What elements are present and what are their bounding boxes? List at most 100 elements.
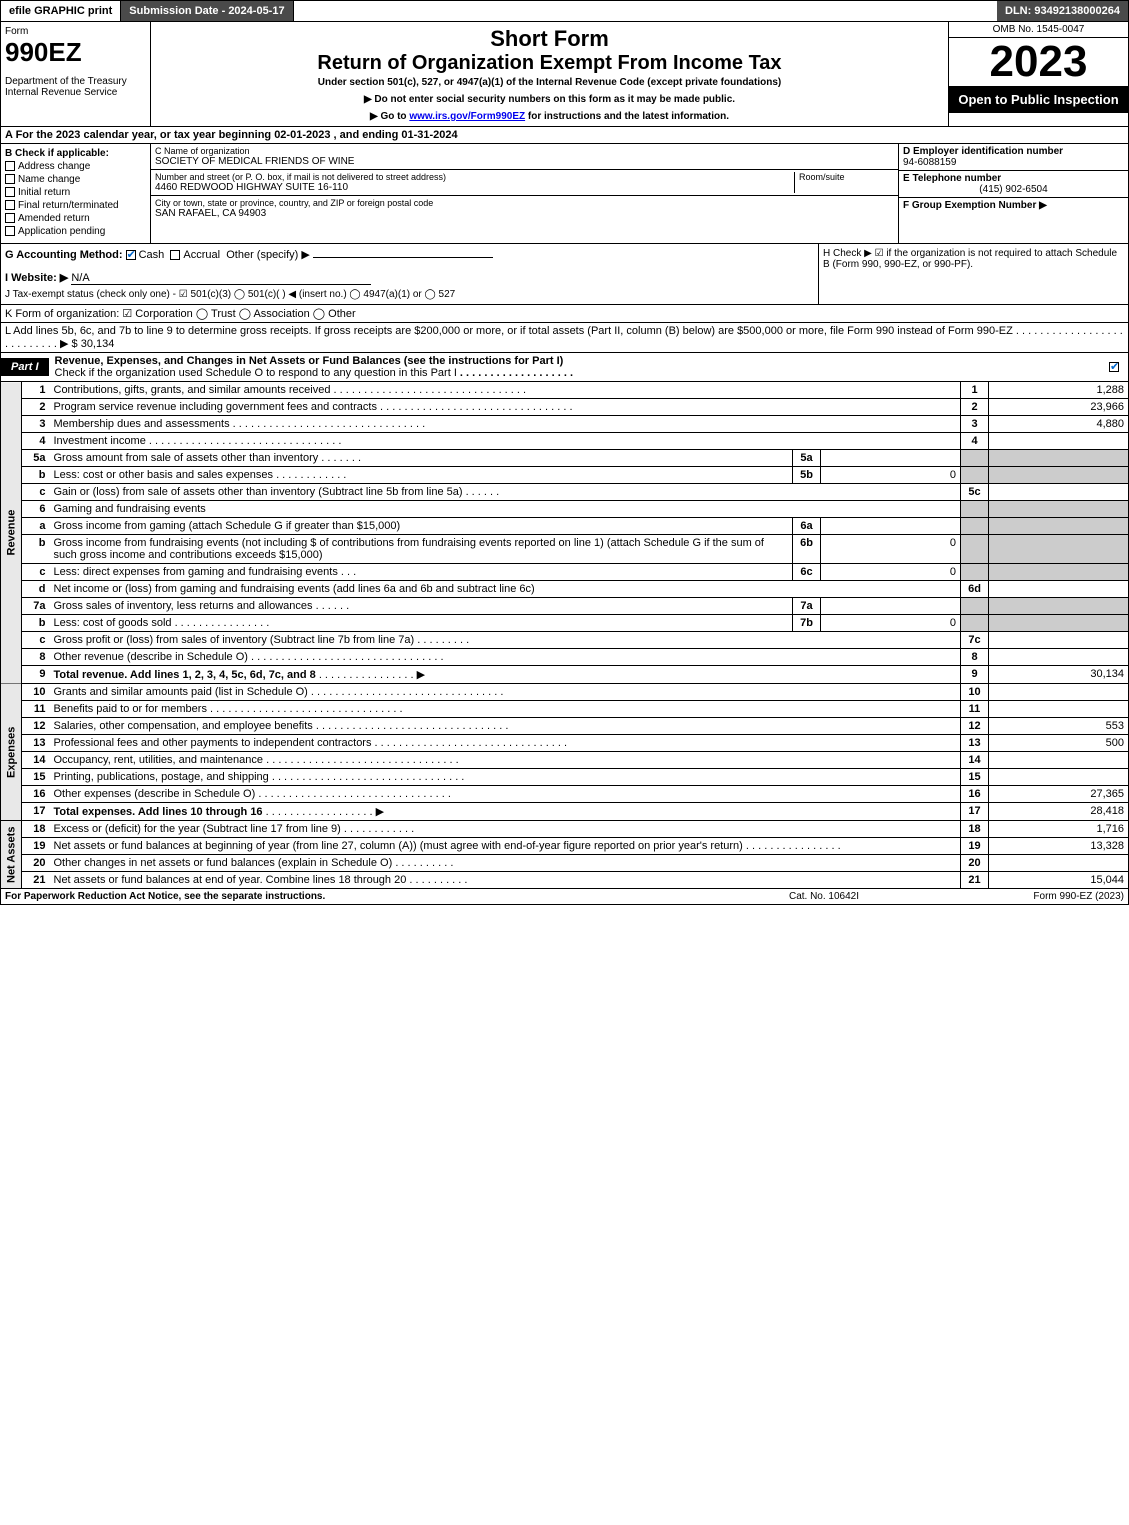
room-label: Room/suite xyxy=(799,172,894,182)
org-city: SAN RAFAEL, CA 94903 xyxy=(155,208,894,219)
top-bar: efile GRAPHIC print Submission Date - 20… xyxy=(0,0,1129,22)
ln-1: 1 xyxy=(22,382,50,399)
part1-checkbox-wrap xyxy=(1103,359,1128,375)
topbar-spacer xyxy=(294,1,997,21)
section-ghij: G Accounting Method: Cash Accrual Other … xyxy=(0,244,1129,305)
desc-18: Excess or (deficit) for the year (Subtra… xyxy=(50,821,961,838)
dln-label: DLN: 93492138000264 xyxy=(997,1,1128,21)
ghij-left: G Accounting Method: Cash Accrual Other … xyxy=(1,244,818,304)
ln-7a: 7a xyxy=(22,598,50,615)
part1-title: Revenue, Expenses, and Changes in Net As… xyxy=(55,355,564,367)
c-addr-block: Number and street (or P. O. box, if mail… xyxy=(151,170,898,196)
nb-6c-grey xyxy=(961,564,989,581)
desc-1: Contributions, gifts, grants, and simila… xyxy=(50,382,961,399)
g-row: G Accounting Method: Cash Accrual Other … xyxy=(5,248,814,261)
chk-accrual[interactable] xyxy=(170,250,180,260)
sidelabel-revenue: Revenue xyxy=(1,382,22,684)
ln-8: 8 xyxy=(22,649,50,666)
e-label: E Telephone number xyxy=(903,173,1001,184)
amt-6c-grey xyxy=(989,564,1129,581)
chk-amended-return[interactable]: Amended return xyxy=(5,213,146,224)
nb-12: 12 xyxy=(961,718,989,735)
f-block: F Group Exemption Number ▶ xyxy=(899,198,1128,243)
arrow-17: ▶ xyxy=(376,806,384,818)
form-number: 990EZ xyxy=(5,37,146,68)
d-label: D Employer identification number xyxy=(903,146,1063,157)
amt-21: 15,044 xyxy=(989,872,1129,889)
desc-11: Benefits paid to or for members xyxy=(50,701,961,718)
desc-9: Total revenue. Add lines 1, 2, 3, 4, 5c,… xyxy=(50,666,961,684)
i-row: I Website: ▶ N/A xyxy=(5,271,814,285)
efile-print-label[interactable]: efile GRAPHIC print xyxy=(1,1,121,21)
h-block: H Check ▶ ☑ if the organization is not r… xyxy=(818,244,1128,304)
desc-6: Gaming and fundraising events xyxy=(50,501,961,518)
dept-label: Department of the Treasury xyxy=(5,76,146,87)
desc-14: Occupancy, rent, utilities, and maintena… xyxy=(50,752,961,769)
irs-link[interactable]: www.irs.gov/Form990EZ xyxy=(409,111,525,122)
nb-6-grey xyxy=(961,501,989,518)
nb-17: 17 xyxy=(961,803,989,821)
amt-12: 553 xyxy=(989,718,1129,735)
chk-name-change[interactable]: Name change xyxy=(5,174,146,185)
ln-4: 4 xyxy=(22,433,50,450)
footer-right: Form 990-EZ (2023) xyxy=(924,891,1124,902)
j-row: J Tax-exempt status (check only one) - ☑… xyxy=(5,289,814,300)
desc-19: Net assets or fund balances at beginning… xyxy=(50,838,961,855)
omb-number: OMB No. 1545-0047 xyxy=(949,22,1128,38)
sv-7a xyxy=(821,598,961,615)
ln-19: 19 xyxy=(22,838,50,855)
amt-5a-grey xyxy=(989,450,1129,467)
nb-21: 21 xyxy=(961,872,989,889)
ln-10: 10 xyxy=(22,684,50,701)
col-c: C Name of organization SOCIETY OF MEDICA… xyxy=(151,144,898,243)
ln-21: 21 xyxy=(22,872,50,889)
ssn-warning: ▶ Do not enter social security numbers o… xyxy=(159,94,940,105)
amt-14 xyxy=(989,752,1129,769)
chk-application-pending[interactable]: Application pending xyxy=(5,226,146,237)
c-name-label: C Name of organization xyxy=(155,146,894,156)
submission-date: Submission Date - 2024-05-17 xyxy=(121,1,293,21)
g-label: G Accounting Method: xyxy=(5,249,123,261)
amt-17: 28,418 xyxy=(989,803,1129,821)
chk-initial-return[interactable]: Initial return xyxy=(5,187,146,198)
nb-18: 18 xyxy=(961,821,989,838)
irs-label: Internal Revenue Service xyxy=(5,87,146,98)
org-name: SOCIETY OF MEDICAL FRIENDS OF WINE xyxy=(155,156,894,167)
desc-21: Net assets or fund balances at end of ye… xyxy=(50,872,961,889)
sb-5b: 5b xyxy=(793,467,821,484)
nb-5c: 5c xyxy=(961,484,989,501)
section-k: K Form of organization: ☑ Corporation ◯ … xyxy=(0,305,1129,323)
nb-6b-grey xyxy=(961,535,989,564)
part1-checkbox[interactable] xyxy=(1109,362,1119,372)
part1-header: Part I Revenue, Expenses, and Changes in… xyxy=(0,353,1129,382)
subtitle: Under section 501(c), 527, or 4947(a)(1)… xyxy=(159,77,940,88)
chk-cash[interactable] xyxy=(126,250,136,260)
i-label: I Website: ▶ xyxy=(5,272,68,284)
part1-check-text: Check if the organization used Schedule … xyxy=(55,367,457,379)
amt-20 xyxy=(989,855,1129,872)
nb-3: 3 xyxy=(961,416,989,433)
part1-tag: Part I xyxy=(1,358,49,376)
ln-6a: a xyxy=(22,518,50,535)
nb-7b-grey xyxy=(961,615,989,632)
header-right: OMB No. 1545-0047 2023 Open to Public In… xyxy=(948,22,1128,126)
amt-11 xyxy=(989,701,1129,718)
chk-address-change[interactable]: Address change xyxy=(5,161,146,172)
nb-11: 11 xyxy=(961,701,989,718)
desc-12: Salaries, other compensation, and employ… xyxy=(50,718,961,735)
desc-2: Program service revenue including govern… xyxy=(50,399,961,416)
ln-18: 18 xyxy=(22,821,50,838)
section-bcdef: B Check if applicable: Address change Na… xyxy=(0,144,1129,244)
col-b: B Check if applicable: Address change Na… xyxy=(1,144,151,243)
nb-8: 8 xyxy=(961,649,989,666)
g-other: Other (specify) ▶ xyxy=(226,249,310,261)
form-header: Form 990EZ Department of the Treasury In… xyxy=(0,22,1129,127)
desc-16: Other expenses (describe in Schedule O) xyxy=(50,786,961,803)
form-label: Form xyxy=(5,26,146,37)
section-l: L Add lines 5b, 6c, and 7b to line 9 to … xyxy=(0,323,1129,353)
ln-14: 14 xyxy=(22,752,50,769)
chk-final-return[interactable]: Final return/terminated xyxy=(5,200,146,211)
sb-7a: 7a xyxy=(793,598,821,615)
part1-title-block: Revenue, Expenses, and Changes in Net As… xyxy=(49,353,1103,381)
phone-value: (415) 902-6504 xyxy=(903,184,1124,195)
